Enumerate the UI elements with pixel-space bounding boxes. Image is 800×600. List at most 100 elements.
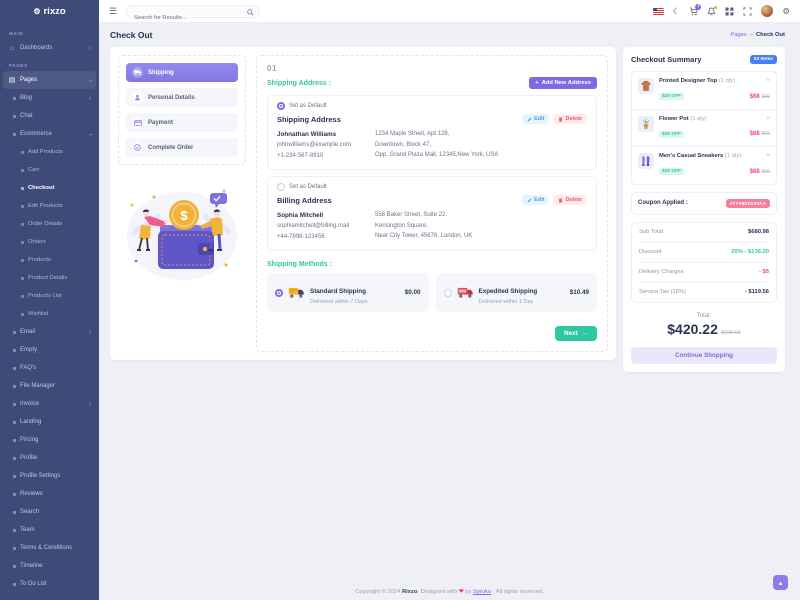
breadcrumb-current: Check Out [756, 32, 785, 38]
sidebar-item-product-details[interactable]: Product Details [0, 269, 99, 287]
address-title: Shipping Address [277, 114, 341, 124]
remove-item-icon[interactable]: × [766, 152, 770, 159]
sidebar-item-order-details[interactable]: Order Details [0, 215, 99, 233]
sidebar-item-faqs[interactable]: FAQ's [0, 359, 99, 377]
shipping-method-standard[interactable]: Standard Shipping Delivered within 7 Day… [267, 273, 429, 313]
sidebar-item-profile[interactable]: Profile [0, 449, 99, 467]
step-personal-details[interactable]: Personal Details [126, 88, 238, 107]
item-old-price: $90 [761, 168, 770, 175]
item-discount-badge: $20 OFF [659, 93, 684, 100]
step-number: 01 [267, 64, 277, 73]
next-button[interactable]: Next → [555, 326, 597, 342]
step-shipping[interactable]: Shipping [126, 63, 238, 82]
sidebar-item-wishlist[interactable]: Wishlist [0, 305, 99, 323]
add-new-address-button[interactable]: + Add New Address [529, 77, 597, 89]
topbar: ☰ ☾ 4 [99, 0, 800, 23]
step-label: Payment [148, 119, 174, 126]
sidebar-item-products-list[interactable]: Products List [0, 287, 99, 305]
sidebar-item-landing[interactable]: Landing [0, 413, 99, 431]
sidebar-item-blog[interactable]: Blog › [0, 89, 99, 107]
sidebar-item-dashboards[interactable]: ⌂ Dashboards › [9, 44, 91, 52]
cart-icon[interactable]: 4 [689, 3, 702, 16]
remove-item-icon[interactable]: × [766, 77, 770, 84]
bullet-icon [13, 348, 16, 352]
check-circle-icon [132, 142, 143, 153]
sidebar-item-checkout[interactable]: Checkout [0, 179, 99, 197]
sidebar-item-terms-conditions[interactable]: Terms & Conditions [0, 539, 99, 557]
address-line: 1234 Maple Street, Apt 128, [375, 131, 450, 137]
sidebar-item-to-do-list[interactable]: To Do List [0, 575, 99, 593]
method-radio[interactable] [443, 288, 452, 297]
sidebar-item-invoice[interactable]: Invoice › [0, 395, 99, 413]
default-address-radio[interactable] [277, 102, 285, 110]
address-line: Near City Tower, 45678, London, UK [375, 233, 473, 240]
bullet-icon [21, 276, 24, 280]
continue-shopping-button[interactable]: Continue Shopping [631, 346, 777, 364]
sidebar-item-profile-settings[interactable]: Profile Settings [0, 467, 99, 485]
contact-name: Sophia Mitchell [277, 212, 324, 220]
sidebar-item-timeline[interactable]: Timeline [0, 557, 99, 575]
search-icon[interactable] [247, 8, 254, 16]
item-qty: (1 qty) [724, 153, 742, 159]
default-address-radio[interactable] [277, 183, 285, 192]
method-radio[interactable] [275, 288, 283, 297]
shipping-methods-title: Shipping Methods : [267, 261, 332, 269]
sidebar-item-ecommerce[interactable]: Ecommerce › [0, 125, 99, 143]
step-payment[interactable]: Payment [126, 113, 238, 132]
contact-email: sophiamitchell@billing.mail [277, 223, 350, 230]
contact-name: Johnathan Williams [277, 131, 337, 138]
shipping-form-column: 01 Shipping Address : + Add New Address [256, 55, 608, 353]
shipping-method-expedited[interactable]: FAST Expedited Shipping Delivered within… [435, 273, 597, 313]
delete-address-button[interactable]: Delete [553, 195, 587, 206]
notification-dot [714, 5, 718, 9]
discount-row: Discount 20% - $136.20 [639, 243, 769, 263]
fullscreen-icon[interactable] [743, 6, 752, 16]
checkout-illustration: $ [118, 181, 246, 281]
sidebar-item-products[interactable]: Products [0, 251, 99, 269]
bullet-icon [13, 96, 16, 100]
sidebar-item-add-products[interactable]: Add Products [0, 143, 99, 161]
pencil-icon [527, 198, 532, 202]
breadcrumb-parent[interactable]: Pages [730, 32, 747, 38]
sidebar-item-email[interactable]: Email › [0, 323, 99, 341]
sidebar-item-file-manager[interactable]: File Manager [0, 377, 99, 395]
shipping-address-section-title: Shipping Address : [267, 79, 331, 87]
cart-badge: 4 [695, 3, 702, 10]
notifications-bell-icon[interactable] [707, 5, 718, 16]
sidebar-item-orders[interactable]: Orders [0, 233, 99, 251]
sidebar-item-empty[interactable]: Empty [0, 341, 99, 359]
item-name: Men's Casual Sneakers [659, 153, 724, 159]
remove-item-icon[interactable]: × [766, 114, 770, 122]
dark-mode-moon-icon[interactable]: ☾ [672, 5, 681, 16]
step-complete-order[interactable]: Complete Order [126, 138, 238, 157]
footer-spruko-link[interactable]: Spruko [472, 589, 492, 595]
method-price: $0.00 [404, 289, 421, 297]
sidebar-item-edit-products[interactable]: Edit Products [0, 197, 99, 215]
svg-text:FAST: FAST [459, 290, 466, 293]
edit-address-button[interactable]: Edit [522, 114, 550, 124]
sidebar-item-chat[interactable]: Chat [0, 107, 99, 125]
step-label: Complete Order [148, 144, 194, 151]
item-price: $68 [749, 93, 760, 100]
apps-grid-icon[interactable] [725, 6, 734, 16]
menu-toggle-icon[interactable]: ☰ [109, 5, 118, 16]
logo[interactable]: ⚙ rixzo [0, 0, 99, 23]
language-flag-icon[interactable] [652, 7, 664, 15]
sidebar-item-reviews[interactable]: Reviews [0, 485, 99, 503]
scroll-to-top-button[interactable]: ▴ [773, 575, 788, 590]
sidebar-item-team[interactable]: Team [0, 521, 99, 539]
sidebar-item-pages[interactable]: ▤ Pages › [3, 71, 96, 89]
search-input[interactable] [127, 12, 260, 23]
home-icon: ⌂ [9, 44, 15, 52]
sidebar-item-search[interactable]: Search [0, 503, 99, 521]
sidebar-item-pricing[interactable]: Pricing [0, 431, 99, 449]
user-avatar[interactable] [761, 5, 774, 17]
sidebar-item-cart[interactable]: Cart [0, 161, 99, 179]
file-icon: ▤ [8, 76, 16, 84]
settings-gear-icon[interactable]: ⚙ [782, 5, 790, 16]
delete-address-button[interactable]: Delete [553, 114, 587, 124]
edit-address-button[interactable]: Edit [522, 195, 550, 206]
item-name: Printed Designer Top [659, 78, 718, 84]
pencil-icon [527, 117, 532, 121]
main-area: ☰ ☾ 4 [99, 0, 800, 600]
